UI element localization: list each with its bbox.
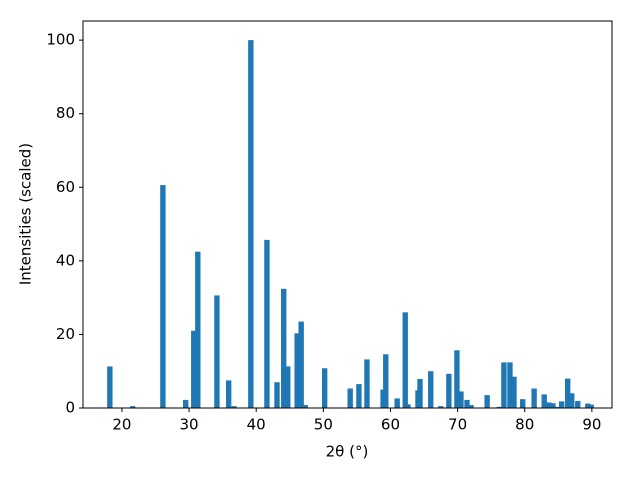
bar: [281, 288, 287, 408]
x-tick-label: 80: [515, 416, 534, 434]
bar: [585, 403, 591, 408]
y-axis-label: Intensities (scaled): [17, 143, 35, 285]
x-tick-label: 70: [448, 416, 467, 434]
bar: [160, 185, 166, 408]
x-tick-label: 50: [314, 416, 333, 434]
bar: [364, 359, 370, 408]
bar: [531, 388, 537, 408]
bar: [347, 388, 353, 408]
x-axis-label: 2θ (°): [326, 443, 369, 461]
x-tick-label: 20: [112, 416, 131, 434]
y-tick-label: 40: [56, 251, 75, 269]
bar: [231, 406, 237, 408]
bar: [464, 399, 470, 408]
bar: [417, 378, 423, 408]
bar: [321, 368, 328, 408]
bar: [394, 398, 400, 408]
bar: [294, 333, 300, 408]
bar: [438, 406, 444, 408]
bar: [468, 405, 474, 408]
bar: [356, 384, 362, 408]
bar: [569, 393, 575, 408]
bar: [588, 404, 594, 408]
bar: [550, 403, 556, 408]
bar: [554, 406, 560, 408]
bar: [402, 312, 408, 408]
bar: [107, 366, 113, 408]
y-tick-label: 60: [56, 178, 75, 196]
bar: [541, 394, 547, 408]
x-tick-label: 30: [180, 416, 199, 434]
bar: [191, 330, 197, 408]
bar: [129, 406, 136, 408]
x-tick-label: 40: [247, 416, 266, 434]
bar: [501, 362, 507, 408]
bar: [274, 382, 280, 408]
bar: [383, 354, 389, 408]
bar: [520, 399, 526, 408]
bar: [298, 321, 304, 408]
y-tick-label: 100: [46, 31, 75, 49]
bar: [546, 402, 552, 408]
bar: [302, 405, 308, 408]
bar: [405, 404, 411, 408]
bar: [264, 239, 270, 408]
bar: [248, 40, 254, 409]
bar: [195, 251, 201, 408]
y-tick-label: 20: [56, 325, 75, 343]
bar: [558, 401, 565, 408]
x-tick-label: 60: [381, 416, 400, 434]
bar: [511, 376, 517, 408]
bar: [285, 366, 291, 408]
bar: [225, 380, 232, 408]
bar: [428, 371, 434, 408]
bar: [454, 350, 460, 408]
bar: [565, 378, 571, 408]
plot-frame: [82, 20, 613, 409]
bar: [575, 401, 581, 408]
y-tick-label: 0: [65, 399, 75, 417]
bar: [507, 362, 513, 408]
x-tick-label: 90: [582, 416, 601, 434]
bar: [496, 406, 502, 408]
bar: [183, 399, 189, 408]
bar: [446, 373, 452, 408]
bar: [458, 391, 464, 408]
bar: [214, 295, 220, 408]
y-tick-label: 80: [56, 104, 75, 122]
bar: [484, 395, 490, 408]
